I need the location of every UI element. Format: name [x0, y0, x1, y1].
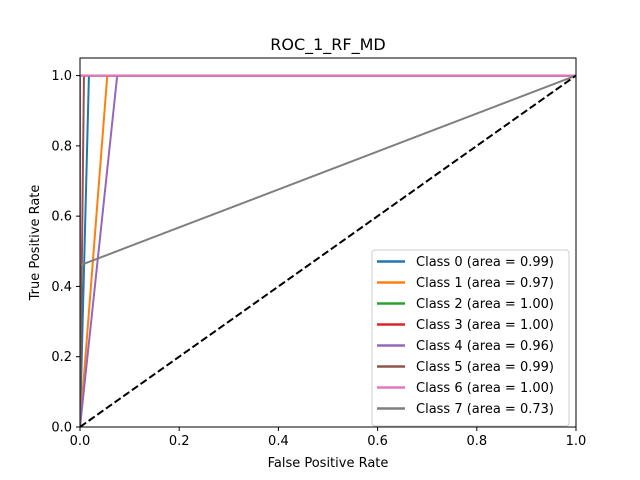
- legend-label: Class 2 (area = 1.00): [416, 297, 554, 312]
- y-tick-label: 1.0: [51, 69, 72, 84]
- legend-label: Class 1 (area = 0.97): [416, 276, 554, 291]
- x-tick-label: 1.0: [566, 434, 587, 449]
- roc-line-class-6: [80, 74, 576, 427]
- x-tick-label: 0.2: [169, 434, 190, 449]
- legend-item-class-2: Class 2 (area = 1.00): [377, 297, 554, 312]
- chance-diagonal-line: [80, 74, 576, 427]
- legend-label: Class 0 (area = 0.99): [416, 255, 554, 270]
- legend-box: [371, 249, 570, 427]
- x-tick-label: 0.0: [70, 434, 91, 449]
- legend-item-class-6: Class 6 (area = 1.00): [377, 381, 554, 396]
- legend-item-class-0: Class 0 (area = 0.99): [377, 255, 554, 270]
- x-tick-label: 0.4: [268, 434, 289, 449]
- roc-line-class-7: [80, 74, 576, 427]
- x-tick-label: 0.6: [367, 434, 388, 449]
- legend-label: Class 4 (area = 0.96): [416, 339, 554, 354]
- legend-item-class-5: Class 5 (area = 0.99): [377, 360, 554, 375]
- y-tick-label: 0.0: [51, 421, 72, 436]
- legend-item-class-1: Class 1 (area = 0.97): [377, 276, 554, 291]
- axis-ticks: 0.0 0.2 0.4 0.6 0.8 1.0 0.0 0.2 0.4 0.6 0.8 1.0: [51, 69, 586, 449]
- y-tick-label: 0.6: [51, 210, 72, 225]
- y-tick-label: 0.8: [51, 139, 72, 154]
- legend-item-class-7: Class 7 (area = 0.73): [377, 402, 554, 417]
- legend-label: Class 7 (area = 0.73): [416, 402, 554, 417]
- plot-frame: [79, 57, 577, 428]
- plot-area: [80, 74, 576, 427]
- y-tick-label: 0.2: [51, 350, 72, 365]
- x-axis-label: False Positive Rate: [268, 456, 389, 471]
- legend-label: Class 5 (area = 0.99): [416, 360, 554, 375]
- legend-item-class-3: Class 3 (area = 1.00): [377, 318, 554, 333]
- legend-label: Class 3 (area = 1.00): [416, 318, 554, 333]
- legend: Class 0 (area = 0.99) Class 1 (area = 0.9…: [371, 249, 570, 427]
- legend-label: Class 6 (area = 1.00): [416, 381, 554, 396]
- y-tick-label: 0.4: [51, 280, 72, 295]
- y-axis-label: True Positive Rate: [28, 185, 43, 302]
- x-tick-label: 0.8: [466, 434, 487, 449]
- chart-title: ROC_1_RF_MD: [270, 35, 386, 55]
- legend-item-class-4: Class 4 (area = 0.96): [377, 339, 554, 354]
